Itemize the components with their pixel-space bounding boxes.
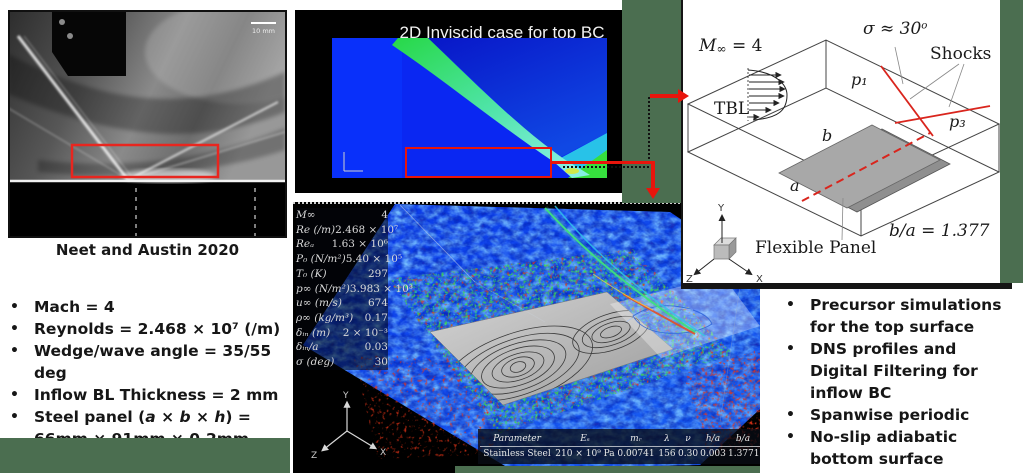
- interaction-region-highlight: [70, 143, 220, 179]
- impinging-shock-arc: [544, 207, 696, 333]
- aspect-ratio-label: b/a = 1.377: [889, 221, 990, 241]
- sim-axis-x-label: X: [380, 448, 386, 458]
- boundary-layer-profile: [747, 68, 788, 121]
- bullet-icon: •: [786, 341, 795, 357]
- model-silhouette: [52, 12, 126, 76]
- sim-axis-z-label: Z: [311, 451, 317, 461]
- bullet-icon: •: [10, 387, 19, 403]
- sim-axes-triad: Y Z X: [311, 391, 386, 461]
- table-row: Re (/m) 2.468 × 10⁷: [296, 223, 399, 236]
- panel-width-label: b: [822, 126, 833, 145]
- list-item: • No-slip adiabatic bottom surface: [786, 428, 958, 468]
- flow-conditions-table: M∞ 4 Re (/m) 2.468 × 10⁷ Reₐ 1.63 × 10⁶ P₀ …: [296, 208, 413, 370]
- panel-material-table: Parameter Eₛ mᵣ λ ν h/a b/a Stainless St…: [478, 429, 760, 464]
- table-row: u∞ (m/s) 674: [296, 297, 388, 310]
- bullet-icon: •: [786, 429, 795, 445]
- panel-contour-plot: [429, 291, 674, 406]
- table-row: P₀ (N/m²) 5.40 × 10⁵: [296, 253, 403, 266]
- sim-axis-y-label: Y: [342, 391, 349, 401]
- reflected-shock-line: [894, 105, 991, 124]
- table-row: p∞ (N/m²) 3.983 × 10³: [296, 282, 413, 295]
- simulation-setup-list: • Precursor simulations for the top surfa…: [786, 294, 1018, 470]
- connector-dotted-line: [648, 97, 650, 163]
- panel-length-label: a: [790, 176, 800, 195]
- inviscid-cfd-plot: [332, 38, 607, 178]
- arrow-right-icon: [678, 89, 689, 103]
- list-item: • Inflow BL Thickness = 2 mm: [10, 386, 279, 404]
- flow-parameters-list: • Mach = 4 • Reynolds = 2.468 × 10⁷ (/m) •…: [10, 296, 296, 450]
- axis-x-label: X: [756, 274, 763, 283]
- p1-label: p₁: [851, 70, 868, 89]
- dns-visualization: Y Z X M∞ 4 Re (/m) 2.468 × 10⁷ Reₐ 1.63 × 1…: [293, 202, 760, 473]
- mach-label: M∞ = 4: [699, 36, 763, 57]
- incident-shock-line: [880, 65, 934, 137]
- table-row: σ (deg) 30: [296, 356, 388, 369]
- flexible-panel-label: Flexible Panel: [755, 238, 877, 258]
- tbl-label: TBL: [714, 99, 750, 119]
- table-row: ρ∞ (kg/m³) 0.17: [296, 311, 388, 324]
- list-item: • DNS profiles and Digital Filtering for …: [786, 340, 978, 402]
- sigma-label: σ ≈ 30o: [863, 19, 928, 39]
- background-bottom-strip: [455, 466, 760, 473]
- table-row: δᵢₙ/a 0.03: [296, 341, 388, 354]
- bullet-icon: •: [10, 343, 19, 359]
- axes-triad: Y Z X: [686, 203, 763, 283]
- background-right-strip: [1000, 0, 1023, 283]
- table-row: Reₐ 1.63 × 10⁶: [296, 238, 388, 251]
- connector-line: [552, 161, 652, 164]
- bullet-icon: •: [786, 297, 795, 313]
- bullet-icon: •: [786, 407, 795, 423]
- schlieren-caption: Neet and Austin 2020: [55, 241, 240, 259]
- axis-z-label: Z: [686, 274, 693, 283]
- bc-extraction-region-highlight: [405, 147, 552, 178]
- shocks-label: Shocks: [930, 44, 992, 64]
- bullet-icon: •: [10, 321, 19, 337]
- connector-dotted-line: [563, 166, 649, 168]
- table-row: Stainless Steel 210 × 10⁹ Pa 0.00741 156…: [483, 449, 760, 459]
- inviscid-cfd-figure: 2D Inviscid case for top BC: [295, 10, 622, 193]
- setup-schematic: Y Z X M∞ = 4 σ ≈ 30o Shocks TBL p₁ p₃ b …: [681, 0, 1012, 289]
- list-item: • Reynolds = 2.468 × 10⁷ (/m): [10, 320, 281, 338]
- bullet-icon: •: [10, 409, 19, 425]
- bullet-icon: •: [10, 299, 19, 315]
- list-item: • Mach = 4: [10, 298, 115, 316]
- flexible-panel-surface: [778, 124, 941, 209]
- arrow-right-shaft: [650, 94, 678, 98]
- p3-label: p₃: [949, 112, 966, 131]
- list-item: • Wedge/wave angle = 35/55 deg: [10, 342, 272, 382]
- list-item: • Precursor simulations for the top surfa…: [786, 296, 1002, 336]
- panel-overlay: [610, 276, 760, 358]
- arrow-down-icon: [646, 188, 660, 199]
- table-row: M∞ 4: [296, 209, 388, 221]
- panel-centerline: [801, 132, 931, 202]
- list-item: • Spanwise periodic: [786, 406, 970, 424]
- background-bottomleft-strip: [0, 438, 290, 473]
- axis-y-label: Y: [717, 203, 725, 214]
- table-row: δᵢₙ (m) 2 × 10⁻³: [296, 326, 388, 339]
- arrow-down-shaft: [651, 161, 655, 189]
- scale-label: 10 mm: [252, 27, 275, 35]
- table-header-row: Parameter Eₛ mᵣ λ ν h/a b/a: [480, 432, 760, 447]
- inviscid-title: 2D Inviscid case for top BC: [399, 23, 605, 42]
- table-row: T₀ (K) 297: [296, 267, 388, 280]
- schlieren-image: 10 mm: [7, 0, 335, 238]
